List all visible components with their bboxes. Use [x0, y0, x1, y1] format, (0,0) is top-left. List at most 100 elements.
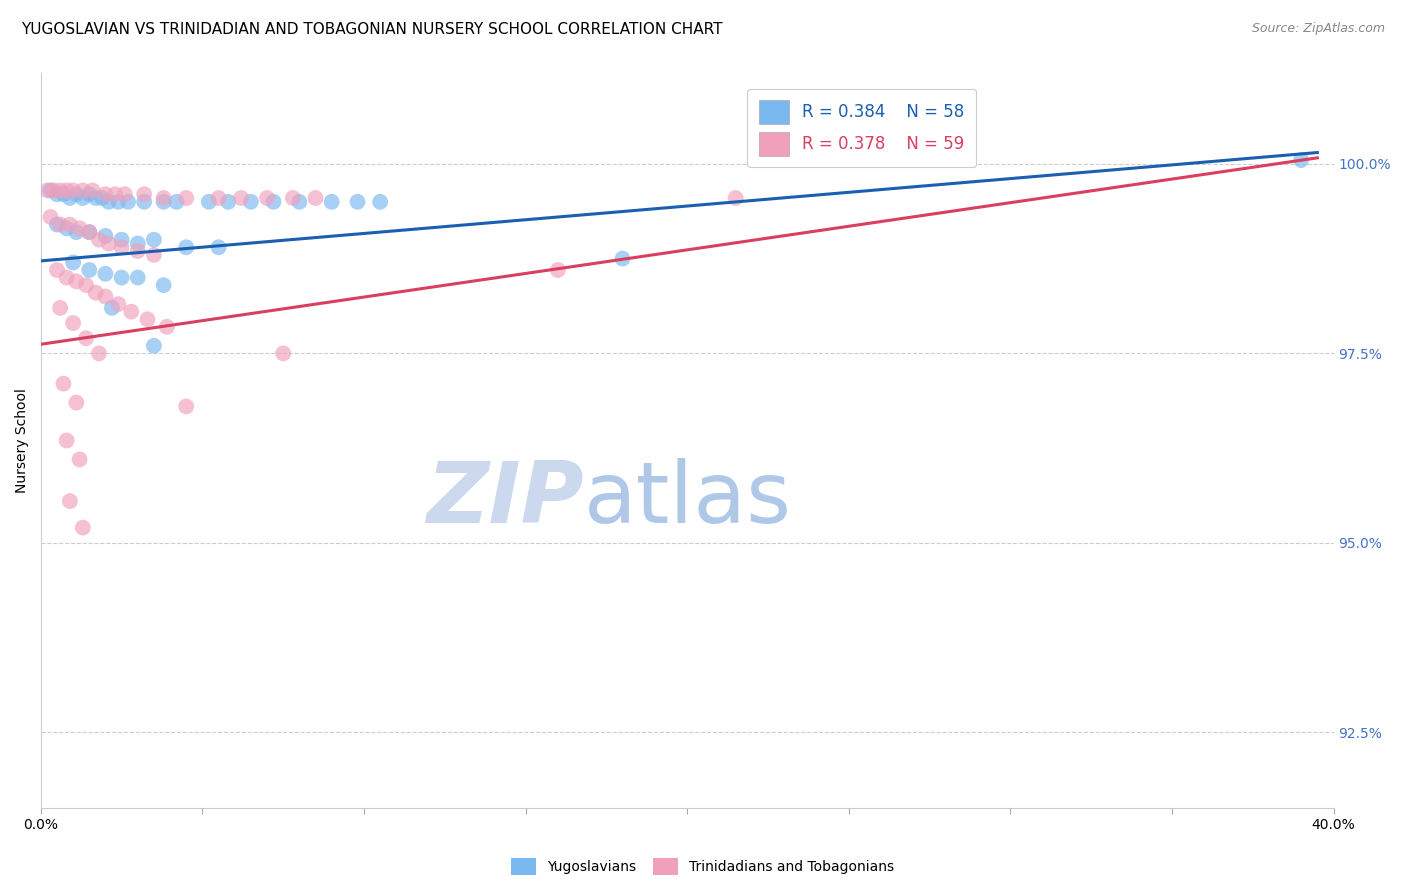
Text: ZIP: ZIP: [426, 458, 583, 541]
Point: [114, 187, 136, 202]
Point: [321, 194, 343, 209]
Point: [104, 187, 127, 202]
Point: [72, 521, 94, 535]
Point: [75, 278, 97, 293]
Point: [110, 270, 132, 285]
Point: [110, 240, 132, 254]
Point: [72, 183, 94, 197]
Point: [156, 319, 179, 334]
Point: [87, 346, 110, 360]
Point: [39, 183, 62, 197]
Point: [55, 270, 77, 285]
Point: [52, 376, 75, 391]
Point: [107, 297, 129, 311]
Point: [46, 218, 69, 232]
Point: [62, 183, 84, 197]
Point: [174, 191, 197, 205]
Y-axis label: Nursery School: Nursery School: [15, 388, 30, 493]
Point: [94, 267, 117, 281]
Point: [142, 248, 165, 262]
Point: [127, 244, 149, 258]
Point: [120, 304, 142, 318]
Point: [207, 191, 229, 205]
Point: [127, 236, 149, 251]
Point: [62, 255, 84, 269]
Point: [82, 183, 104, 197]
Point: [612, 252, 634, 266]
Point: [117, 194, 139, 209]
Point: [49, 301, 72, 315]
Point: [49, 183, 72, 197]
Point: [75, 331, 97, 345]
Point: [37, 183, 59, 197]
Point: [79, 225, 101, 239]
Point: [69, 221, 91, 235]
Point: [142, 233, 165, 247]
Point: [1289, 153, 1312, 168]
Point: [256, 191, 278, 205]
Point: [134, 194, 156, 209]
Point: [231, 191, 253, 205]
Point: [65, 274, 87, 288]
Text: YUGOSLAVIAN VS TRINIDADIAN AND TOBAGONIAN NURSERY SCHOOL CORRELATION CHART: YUGOSLAVIAN VS TRINIDADIAN AND TOBAGONIA…: [21, 22, 723, 37]
Point: [55, 434, 77, 448]
Point: [84, 285, 107, 300]
Legend: Yugoslavians, Trinidadians and Tobagonians: Yugoslavians, Trinidadians and Tobagonia…: [506, 853, 900, 880]
Point: [127, 270, 149, 285]
Point: [72, 191, 94, 205]
Point: [152, 194, 174, 209]
Point: [134, 187, 156, 202]
Point: [724, 191, 747, 205]
Point: [46, 263, 69, 277]
Point: [84, 191, 107, 205]
Point: [304, 191, 326, 205]
Point: [136, 312, 159, 326]
Point: [281, 191, 304, 205]
Point: [69, 452, 91, 467]
Point: [207, 240, 229, 254]
Point: [239, 194, 262, 209]
Point: [94, 289, 117, 303]
Point: [65, 225, 87, 239]
Point: [91, 191, 114, 205]
Point: [59, 494, 82, 508]
Point: [42, 183, 65, 197]
Text: atlas: atlas: [583, 458, 792, 541]
Point: [107, 194, 129, 209]
Point: [142, 339, 165, 353]
Point: [55, 221, 77, 235]
Point: [65, 187, 87, 202]
Point: [198, 194, 221, 209]
Point: [79, 225, 101, 239]
Point: [368, 194, 391, 209]
Point: [79, 187, 101, 202]
Point: [59, 218, 82, 232]
Point: [174, 400, 197, 414]
Point: [288, 194, 311, 209]
Point: [101, 301, 124, 315]
Point: [152, 278, 174, 293]
Point: [65, 395, 87, 409]
Point: [547, 263, 569, 277]
Point: [152, 191, 174, 205]
Point: [55, 183, 77, 197]
Legend: R = 0.384    N = 58, R = 0.378    N = 59: R = 0.384 N = 58, R = 0.378 N = 59: [747, 88, 976, 168]
Point: [174, 240, 197, 254]
Point: [94, 228, 117, 243]
Point: [49, 218, 72, 232]
Point: [39, 210, 62, 224]
Point: [52, 187, 75, 202]
Point: [97, 236, 120, 251]
Point: [46, 187, 69, 202]
Point: [62, 316, 84, 330]
Point: [217, 194, 239, 209]
Point: [94, 187, 117, 202]
Point: [346, 194, 368, 209]
Point: [263, 194, 285, 209]
Point: [166, 194, 188, 209]
Point: [110, 233, 132, 247]
Text: Source: ZipAtlas.com: Source: ZipAtlas.com: [1251, 22, 1385, 36]
Point: [87, 233, 110, 247]
Point: [59, 191, 82, 205]
Point: [79, 263, 101, 277]
